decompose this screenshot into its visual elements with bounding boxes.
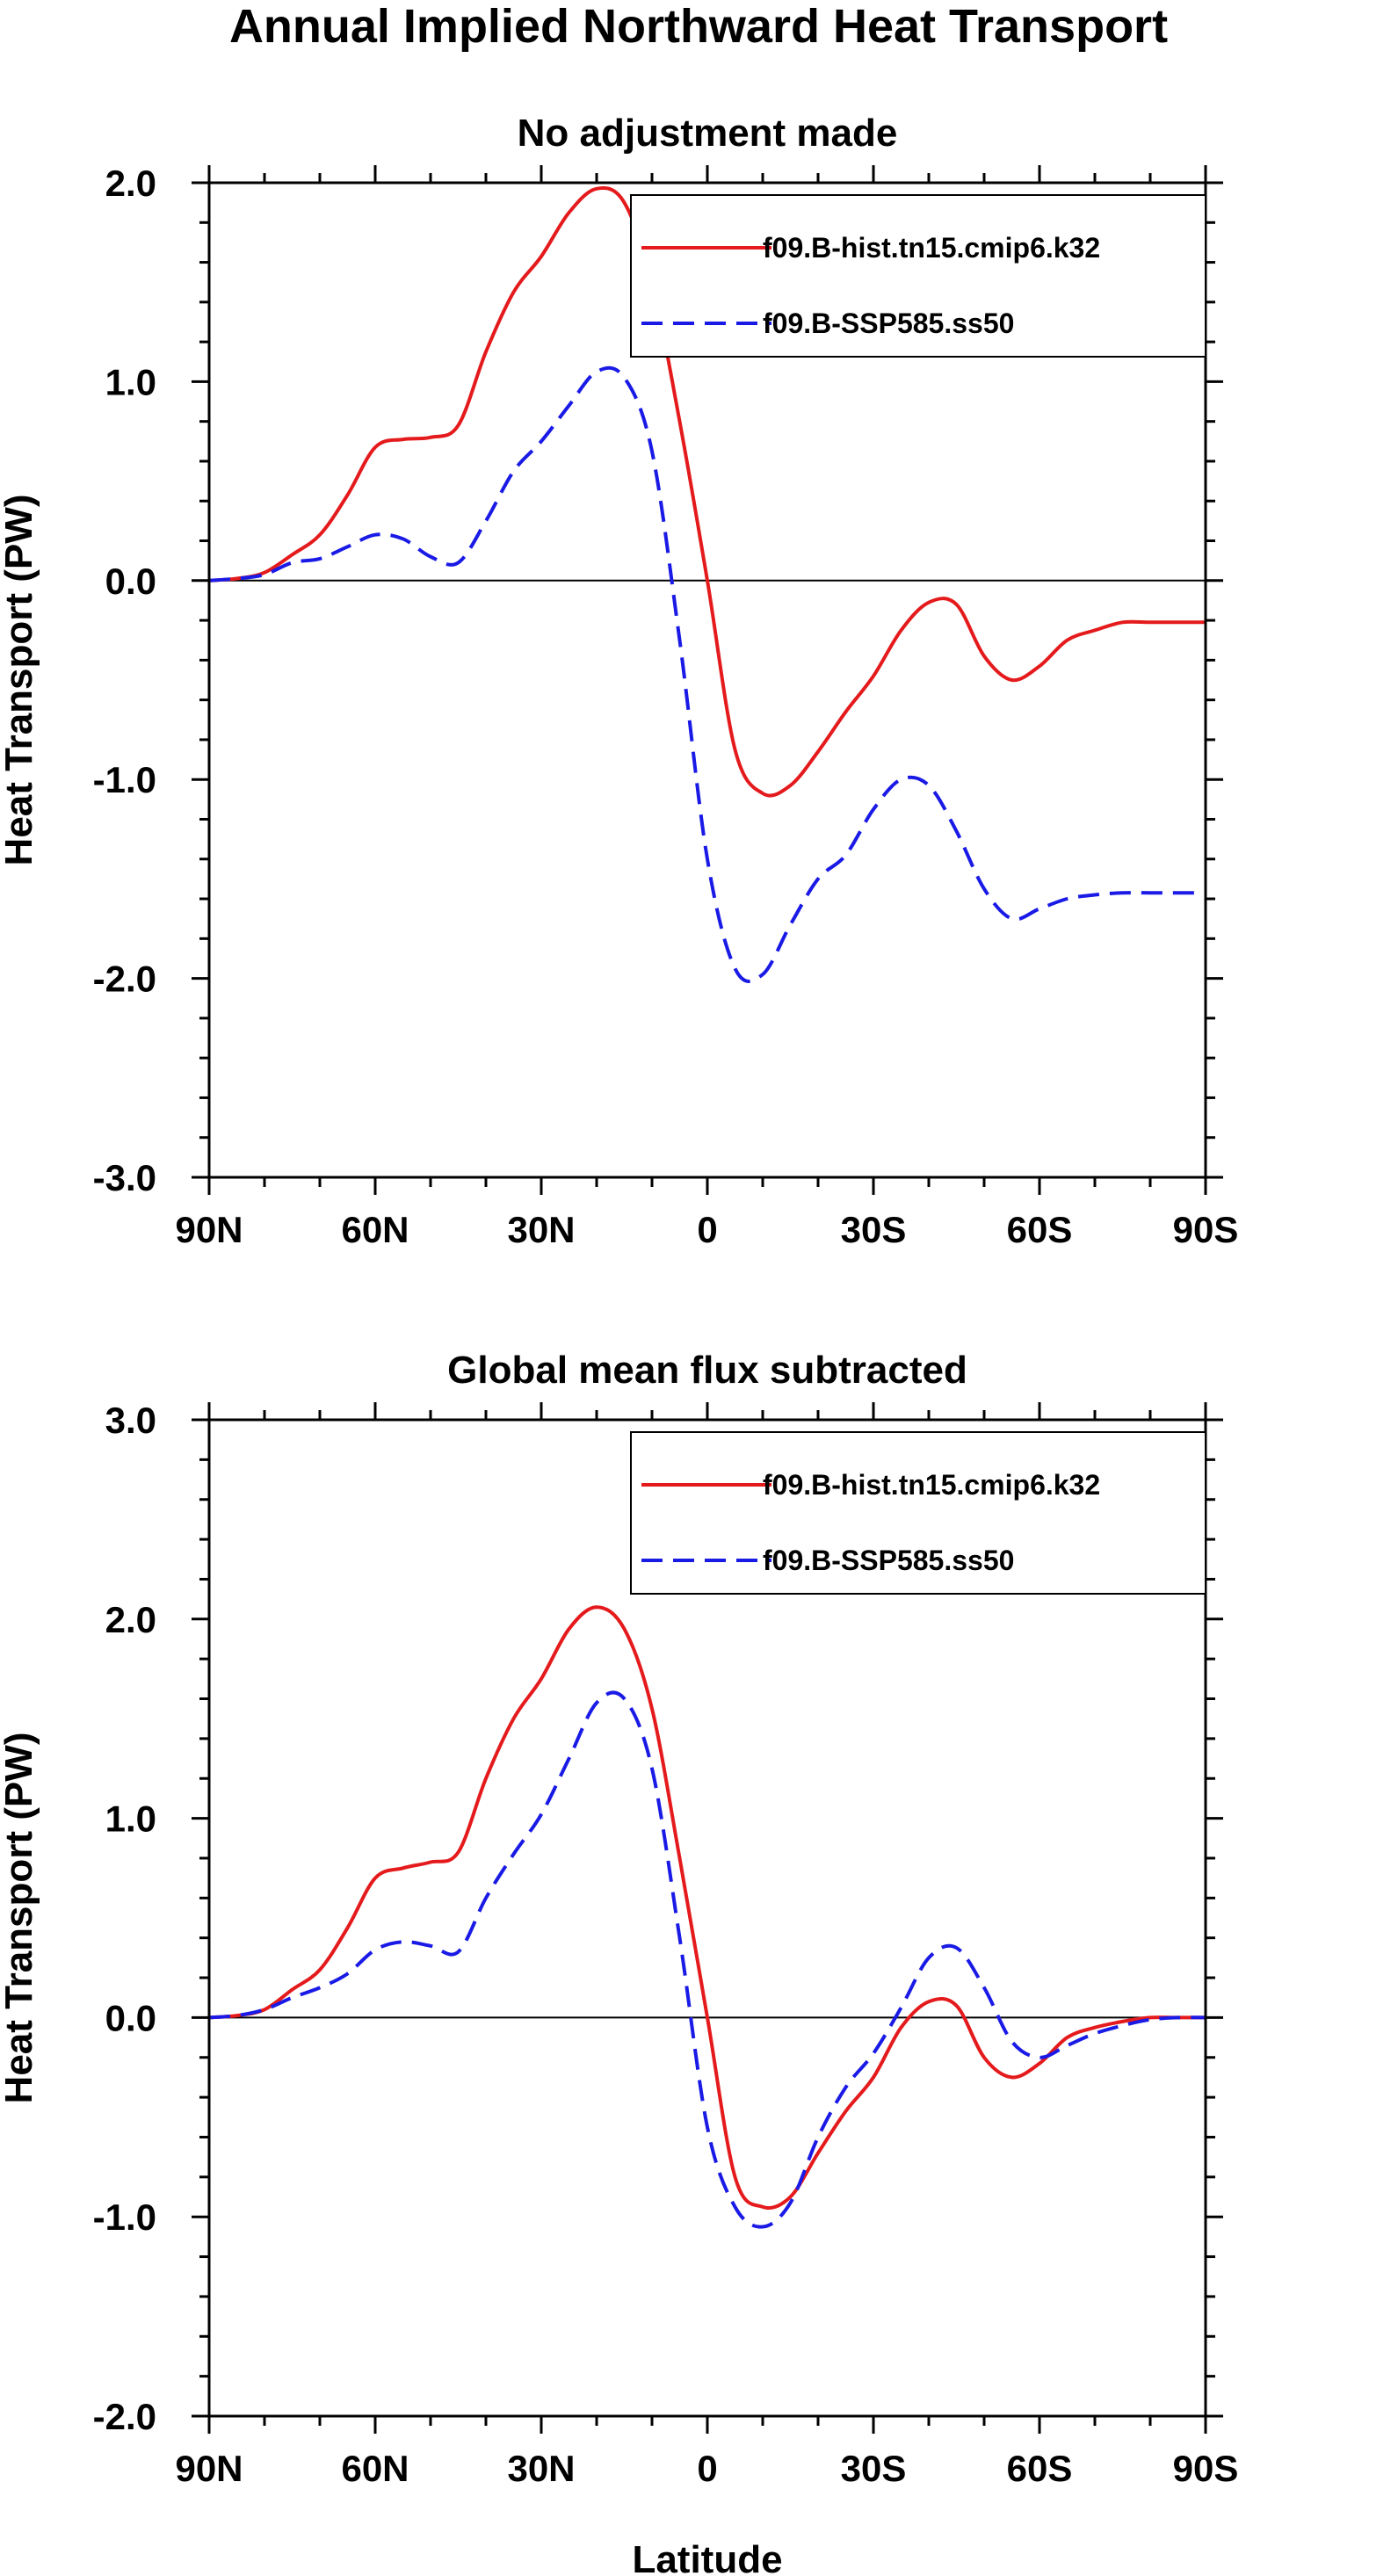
x-tick-label: 90S [1173, 1209, 1239, 1250]
y-tick-label: 2.0 [105, 163, 156, 204]
legend-label-2: f09.B-SSP585.ss50 [763, 1545, 1014, 1576]
series-line-2 [208, 1690, 1206, 2229]
x-tick-label: 90N [175, 2448, 243, 2489]
y-tick-label: 1.0 [105, 361, 156, 402]
panel-title: Global mean flux subtracted [447, 1349, 967, 1392]
series-line-2 [208, 365, 1206, 983]
legend: f09.B-hist.tn15.cmip6.k32 f09.B-SSP585.ss… [630, 1431, 1206, 1595]
legend-label-1: f09.B-hist.tn15.cmip6.k32 [763, 232, 1100, 264]
y-tick-label: -3.0 [93, 1157, 156, 1198]
y-tick-label: 0.0 [105, 561, 156, 602]
panel-global-mean-subtracted: Global mean flux subtracted 90N 60N 30N 0 30S… [0, 1349, 1238, 2576]
panel-no-adjustment: No adjustment made 90N 60N 30N 0 30S 60S 90S 2.0… [0, 112, 1238, 1250]
y-tick-label: 1.0 [105, 1798, 156, 1840]
x-axis-label: Latitude [632, 2538, 782, 2576]
legend-box [630, 1431, 1206, 1595]
series-line-1 [208, 1605, 1206, 2211]
x-tick-label: 30S [841, 2448, 907, 2489]
legend: f09.B-hist.tn15.cmip6.k32 f09.B-SSP585.ss… [630, 194, 1206, 358]
y-tick-label: -1.0 [93, 2196, 156, 2238]
legend-label-1: f09.B-hist.tn15.cmip6.k32 [763, 1469, 1100, 1501]
y-tick-label: -2.0 [93, 959, 156, 1000]
y-tick-label: 0.0 [105, 1997, 156, 2038]
x-tick-label: 90S [1173, 2448, 1239, 2489]
y-tick-label: -1.0 [93, 759, 156, 800]
y-axis-label: Heat Transport (PW) [0, 495, 40, 866]
y-axis-label: Heat Transport (PW) [0, 1733, 40, 2104]
x-tick-label: 60S [1007, 2448, 1073, 2489]
y-tick-label: 2.0 [105, 1599, 156, 1640]
y-tick-label: -2.0 [93, 2396, 156, 2437]
x-tick-label: 30N [507, 2448, 575, 2489]
x-tick-label: 0 [697, 1209, 717, 1250]
x-tick-label: 30S [841, 1209, 907, 1250]
x-tick-label: 90N [175, 1209, 243, 1250]
legend-label-2: f09.B-SSP585.ss50 [763, 308, 1014, 339]
panel-title: No adjustment made [518, 112, 898, 155]
figure-title: Annual Implied Northward Heat Transport [229, 0, 1168, 53]
x-tick-label: 60N [341, 2448, 409, 2489]
legend-box [630, 194, 1206, 358]
series-line-1 [208, 185, 1206, 798]
x-tick-label: 60S [1007, 1209, 1073, 1250]
x-tick-label: 30N [507, 1209, 575, 1250]
x-tick-label: 60N [341, 1209, 409, 1250]
y-tick-label: 3.0 [105, 1400, 156, 1441]
x-tick-label: 0 [697, 2448, 717, 2489]
